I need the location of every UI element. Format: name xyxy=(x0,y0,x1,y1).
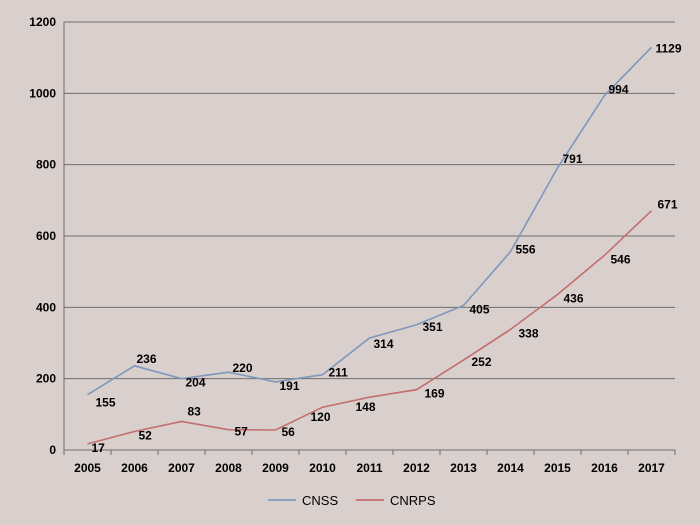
data-label: 148 xyxy=(356,400,376,414)
series-lines xyxy=(87,46,653,445)
data-label: 155 xyxy=(96,396,116,410)
data-label: 671 xyxy=(658,198,678,212)
data-label: 556 xyxy=(516,243,536,257)
data-label: 204 xyxy=(186,376,206,390)
legend: CNSS CNRPS xyxy=(268,493,436,508)
data-label: 191 xyxy=(280,379,300,393)
data-label: 1129 xyxy=(656,41,682,55)
x-tick-label: 2010 xyxy=(309,461,336,475)
data-labels: 155 236 204 220 191 211 314 351 405 556 791 994 1129… xyxy=(92,41,682,455)
y-tick-label: 200 xyxy=(36,372,56,386)
data-label: 351 xyxy=(423,320,443,334)
data-label: 405 xyxy=(470,303,490,317)
x-tick-label: 2012 xyxy=(403,461,430,475)
data-label: 169 xyxy=(425,387,445,401)
x-tick-label: 2008 xyxy=(215,461,242,475)
y-tick-label: 400 xyxy=(36,300,56,314)
y-tick-label: 800 xyxy=(36,158,56,172)
legend-label: CNSS xyxy=(302,493,338,508)
x-tick-label: 2016 xyxy=(591,461,618,475)
x-tick-label: 2013 xyxy=(450,461,477,475)
data-label: 52 xyxy=(139,428,153,442)
data-label: 791 xyxy=(563,152,583,166)
gridlines xyxy=(64,21,675,380)
data-label: 211 xyxy=(329,366,349,380)
data-label: 252 xyxy=(472,355,492,369)
y-tick-label: 600 xyxy=(36,229,56,243)
data-label: 17 xyxy=(92,441,106,455)
y-tick-label: 1200 xyxy=(29,15,56,29)
x-tick-label: 2006 xyxy=(121,461,148,475)
data-label: 338 xyxy=(519,326,539,340)
x-tick-label: 2007 xyxy=(168,461,195,475)
data-label: 56 xyxy=(282,425,296,439)
data-label: 236 xyxy=(137,352,157,366)
series-line-cnss xyxy=(87,46,653,396)
y-tick-label: 1000 xyxy=(29,86,56,100)
x-tick-label: 2011 xyxy=(356,461,382,475)
x-tick-label: 2014 xyxy=(497,461,524,475)
data-label: 546 xyxy=(611,252,631,266)
data-label: 83 xyxy=(188,404,202,418)
data-label: 436 xyxy=(564,291,584,305)
series-line-cnrps xyxy=(87,210,653,445)
x-tick-label: 2017 xyxy=(638,461,665,475)
x-tick-label: 2005 xyxy=(74,461,101,475)
data-label: 994 xyxy=(609,82,629,96)
x-tick-label: 2015 xyxy=(544,461,571,475)
data-label: 220 xyxy=(233,361,253,375)
axes: 0 200 400 600 800 1000 1200 2005 2006 2007 2008 200… xyxy=(29,15,676,475)
x-tick-label: 2009 xyxy=(262,461,289,475)
data-label: 314 xyxy=(374,337,394,351)
data-label: 120 xyxy=(311,410,331,424)
data-label: 57 xyxy=(235,425,249,439)
y-tick-label: 0 xyxy=(49,443,56,457)
legend-label: CNRPS xyxy=(390,493,436,508)
